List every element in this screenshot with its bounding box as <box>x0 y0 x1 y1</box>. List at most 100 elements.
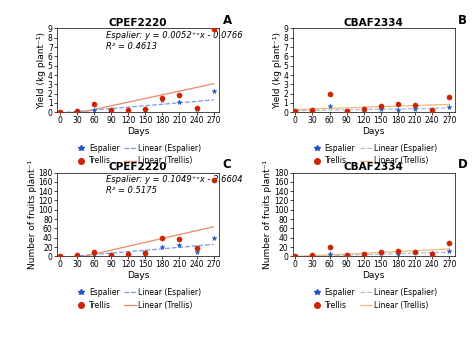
Text: Espalier: y = 0.1049⁺ˣx - 2.6604: Espalier: y = 0.1049⁺ˣx - 2.6604 <box>106 175 242 184</box>
Point <box>446 104 453 110</box>
Point <box>193 106 201 112</box>
Y-axis label: Yield (kg plant⁻¹): Yield (kg plant⁻¹) <box>273 32 282 109</box>
Point <box>107 108 115 113</box>
Point <box>428 107 436 113</box>
Point <box>394 251 402 257</box>
Point <box>309 108 316 114</box>
Point <box>107 252 115 258</box>
Point <box>377 249 385 255</box>
Point <box>56 109 64 115</box>
Point <box>411 249 419 255</box>
Title: CPEF2220: CPEF2220 <box>109 162 167 172</box>
Point <box>141 107 149 113</box>
Point <box>56 253 64 259</box>
Point <box>90 108 98 113</box>
Point <box>90 251 98 257</box>
Point <box>124 251 132 257</box>
Point <box>56 109 64 115</box>
Point <box>193 105 201 110</box>
Point <box>428 251 436 257</box>
Point <box>159 97 166 103</box>
Point <box>141 250 149 256</box>
Point <box>309 252 316 258</box>
X-axis label: Days: Days <box>127 127 149 136</box>
Point <box>292 253 299 259</box>
Point <box>176 100 183 105</box>
Point <box>326 251 333 257</box>
Point <box>292 253 299 259</box>
Point <box>394 101 402 107</box>
Point <box>377 103 385 109</box>
Point <box>159 235 166 241</box>
Title: CBAF2334: CBAF2334 <box>344 162 404 172</box>
Point <box>292 109 299 114</box>
Y-axis label: Number of fruits plant⁻¹: Number of fruits plant⁻¹ <box>264 160 273 269</box>
Legend: Espalier, Trellis, Linear (Espalier), Linear (Trellis): Espalier, Trellis, Linear (Espalier), Li… <box>310 287 438 310</box>
Point <box>73 253 81 259</box>
Text: R² = 0.4613: R² = 0.4613 <box>106 42 156 51</box>
Text: Espalier: y = 0.0052⁺ˣx - 0.0766: Espalier: y = 0.0052⁺ˣx - 0.0766 <box>106 31 242 40</box>
Point <box>309 253 316 259</box>
Text: C: C <box>223 158 231 171</box>
Point <box>56 253 64 259</box>
Point <box>176 92 183 98</box>
Point <box>411 249 419 255</box>
Point <box>176 236 183 241</box>
Point <box>292 109 299 115</box>
Text: D: D <box>458 158 468 171</box>
Text: A: A <box>223 14 232 27</box>
Point <box>446 240 453 246</box>
Point <box>90 101 98 107</box>
Point <box>377 106 385 111</box>
Point <box>73 109 81 114</box>
Point <box>90 249 98 255</box>
X-axis label: Days: Days <box>363 271 385 280</box>
Point <box>124 251 132 257</box>
Point <box>343 108 350 114</box>
Point <box>107 252 115 258</box>
Point <box>193 249 201 255</box>
Point <box>176 242 183 247</box>
Point <box>193 246 201 251</box>
Point <box>73 108 81 114</box>
Point <box>343 252 350 258</box>
Point <box>394 108 402 113</box>
Text: B: B <box>458 14 467 27</box>
Point <box>73 252 81 258</box>
Point <box>159 244 166 250</box>
Point <box>428 250 436 256</box>
Point <box>411 106 419 112</box>
Legend: Espalier, Trellis, Linear (Espalier), Linear (Trellis): Espalier, Trellis, Linear (Espalier), Li… <box>310 143 438 166</box>
Point <box>141 106 149 112</box>
Point <box>360 251 368 257</box>
Point <box>428 107 436 113</box>
X-axis label: Days: Days <box>127 271 149 280</box>
Y-axis label: Yield (kg plant⁻¹): Yield (kg plant⁻¹) <box>37 32 46 109</box>
Point <box>411 102 419 108</box>
Legend: Espalier, Trellis, Linear (Espalier), Linear (Trellis): Espalier, Trellis, Linear (Espalier), Li… <box>74 287 202 310</box>
Point <box>124 108 132 113</box>
Point <box>141 249 149 255</box>
Title: CBAF2334: CBAF2334 <box>344 18 404 28</box>
Point <box>343 108 350 114</box>
Point <box>326 103 333 109</box>
Point <box>343 252 350 258</box>
Point <box>326 91 333 97</box>
Point <box>360 106 368 111</box>
Point <box>210 27 218 32</box>
Point <box>326 244 333 250</box>
Text: R² = 0.5175: R² = 0.5175 <box>106 186 156 195</box>
Point <box>446 94 453 100</box>
Legend: Espalier, Trellis, Linear (Espalier), Linear (Trellis): Espalier, Trellis, Linear (Espalier), Li… <box>74 143 202 166</box>
Point <box>107 108 115 114</box>
Point <box>210 88 218 94</box>
Point <box>360 251 368 256</box>
Point <box>394 248 402 253</box>
Point <box>446 248 453 253</box>
Point <box>124 108 132 113</box>
Y-axis label: Number of fruits plant⁻¹: Number of fruits plant⁻¹ <box>28 160 37 269</box>
Title: CPEF2220: CPEF2220 <box>109 18 167 28</box>
Point <box>210 177 218 182</box>
Point <box>309 108 316 113</box>
Point <box>159 95 166 101</box>
